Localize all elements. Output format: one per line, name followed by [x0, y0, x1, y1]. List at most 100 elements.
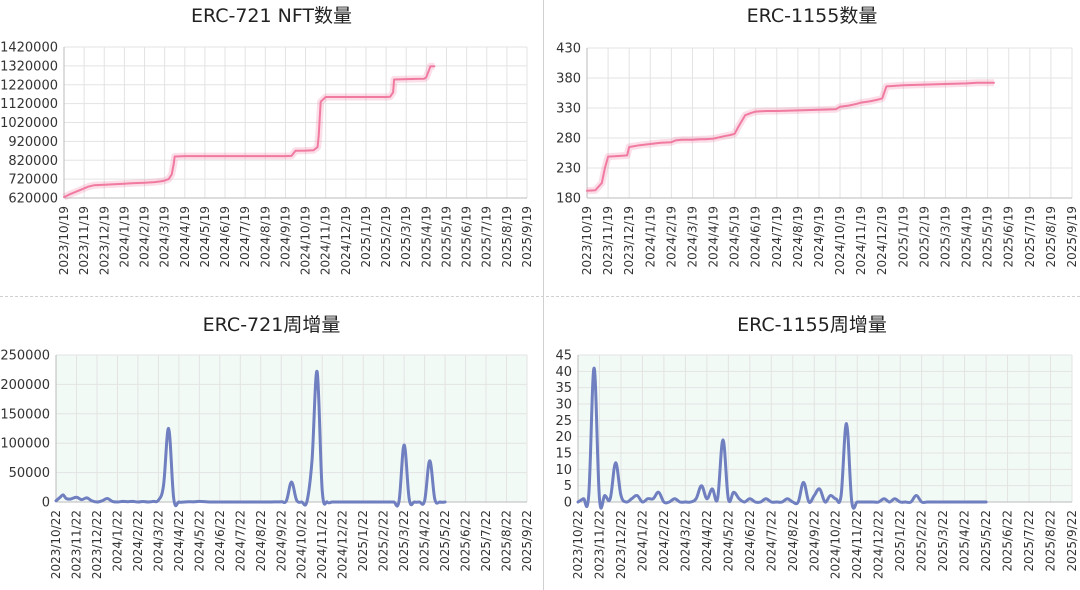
x-tick-label: 2025/4/22: [958, 510, 972, 572]
x-tick-label: 2024/12/22: [872, 510, 886, 579]
erc721-count-chart: ERC-721 NFT数量 1420000 1320000 1220000 112000…: [0, 5, 534, 275]
plot-area: [587, 48, 1072, 198]
series-line: [576, 366, 988, 510]
y-tick-label: 1320000: [0, 59, 58, 74]
x-tick-label: 2023/12/22: [614, 510, 628, 579]
x-tick-label: 2024/7/19: [770, 206, 784, 268]
x-tick-label: 2024/12/22: [336, 510, 350, 579]
x-tick-label: 2024/2/19: [664, 206, 678, 268]
x-tick-label: 2025/1/22: [356, 510, 370, 572]
x-tick-label: 2025/8/22: [500, 510, 514, 572]
x-tick-label: 2023/10/19: [57, 206, 71, 275]
x-tick-label: 2024/11/19: [319, 206, 333, 275]
x-tick-label: 2025/9/19: [520, 206, 534, 268]
y-tick-label: 230: [556, 162, 581, 177]
x-tick-label: 2023/11/22: [592, 510, 606, 579]
x-tick-label: 2023/12/22: [90, 510, 104, 579]
y-tick-label: 820000: [8, 154, 58, 169]
x-tick-label: 2025/7/22: [1022, 510, 1036, 572]
x-tick-label: 2025/2/19: [379, 206, 393, 268]
x-tick-label: 2025/8/19: [500, 206, 514, 268]
x-tick-label: 2024/3/19: [685, 206, 699, 268]
y-tick-label: 1120000: [0, 97, 58, 112]
horizontal-divider: [0, 296, 1080, 297]
x-tick-label: 2025/6/19: [460, 206, 474, 268]
y-tick-label: 45: [555, 349, 572, 364]
x-tick-label: 2024/10/22: [829, 510, 843, 579]
x-tick-label: 2024/8/19: [258, 206, 272, 268]
y-tick-label: 150000: [0, 407, 50, 422]
x-tick-label: 2024/8/22: [786, 510, 800, 572]
y-tick-label: 1220000: [0, 78, 58, 93]
x-tick-label: 2024/1/19: [643, 206, 657, 268]
x-tick-label: 2023/11/19: [77, 206, 91, 275]
x-tick-label: 2025/5/22: [438, 510, 452, 572]
x-tick-label: 2024/11/22: [315, 510, 329, 579]
x-tick-label: 2024/5/22: [721, 510, 735, 572]
y-tick-label: 430: [556, 42, 581, 57]
x-tick-label: 2024/4/22: [172, 510, 186, 572]
x-tick-label: 2024/8/19: [791, 206, 805, 268]
x-tick-label: 2023/10/22: [571, 510, 585, 579]
chart-title: ERC-1155周增量: [737, 314, 887, 336]
y-tick-label: 25: [555, 414, 572, 429]
chart-panel-erc1155-weekly: ERC-1155周增量 45 40 35 30 25 20 15 10 5 0 2023/10/22 2…: [544, 297, 1080, 590]
y-tick-label: 1020000: [0, 116, 58, 131]
x-tick-label: 2024/3/19: [158, 206, 172, 268]
x-tick-label: 2024/9/19: [812, 206, 826, 268]
x-tick-label: 2025/3/19: [399, 206, 413, 268]
x-tick-label: 2024/6/22: [743, 510, 757, 572]
y-tick-label: 5: [564, 479, 572, 494]
x-tick-label: 2024/4/19: [707, 206, 721, 268]
x-tick-label: 2024/12/19: [339, 206, 353, 275]
x-tick-label: 2025/5/22: [979, 510, 993, 572]
vertical-divider: [543, 0, 544, 590]
x-tick-label: 2025/4/19: [419, 206, 433, 268]
x-tick-label: 2024/1/22: [110, 510, 124, 572]
series-line: [54, 369, 447, 508]
chart-title: ERC-721 NFT数量: [191, 5, 352, 27]
x-tick-label: 2025/2/19: [917, 206, 931, 268]
chart-title: ERC-721周增量: [203, 314, 341, 336]
x-tick-label: 2025/4/22: [418, 510, 432, 572]
y-tick-label: 0: [564, 496, 572, 511]
y-tick-label: 15: [555, 447, 572, 462]
x-tick-label: 2023/12/19: [97, 206, 111, 275]
x-tick-label: 2024/11/22: [850, 510, 864, 579]
x-tick-label: 2024/7/22: [764, 510, 778, 572]
x-tick-label: 2025/9/22: [1065, 510, 1079, 572]
y-tick-label: 200000: [0, 378, 50, 393]
x-tick-label: 2025/2/22: [377, 510, 391, 572]
erc721-weekly-chart: ERC-721周增量 250000 200000 150000 100000 50000 0…: [0, 314, 534, 579]
x-tick-label: 2024/12/19: [875, 206, 889, 275]
x-tick-label: 2024/10/19: [833, 206, 847, 275]
x-tick-label: 2025/8/22: [1044, 510, 1058, 572]
y-tick-label: 40: [555, 365, 572, 380]
x-tick-label: 2024/6/19: [749, 206, 763, 268]
y-tick-label: 35: [555, 381, 572, 396]
x-tick-label: 2025/9/22: [520, 510, 534, 572]
x-tick-label: 2025/7/22: [479, 510, 493, 572]
x-tick-label: 2025/6/22: [459, 510, 473, 572]
x-tick-label: 2024/9/22: [807, 510, 821, 572]
x-tick-label: 2025/7/19: [1023, 206, 1037, 268]
x-tick-label: 2024/11/19: [854, 206, 868, 275]
x-tick-label: 2024/6/22: [213, 510, 227, 572]
y-tick-label: 10: [555, 463, 572, 478]
y-tick-label: 920000: [8, 135, 58, 150]
x-tick-label: 2025/7/19: [480, 206, 494, 268]
x-tick-label: 2024/6/19: [218, 206, 232, 268]
x-tick-label: 2025/1/22: [893, 510, 907, 572]
y-tick-label: 620000: [8, 192, 58, 207]
series-line: [586, 81, 995, 192]
x-tick-label: 2023/12/19: [622, 206, 636, 275]
y-tick-label: 720000: [8, 173, 58, 188]
chart-panel-erc1155-count: ERC-1155数量 430 380 330 280 230 180 2023/10/19 20…: [544, 0, 1080, 296]
x-tick-label: 2024/4/22: [700, 510, 714, 572]
x-tick-label: 2024/7/22: [233, 510, 247, 572]
y-tick-label: 1420000: [0, 41, 58, 56]
x-tick-label: 2024/3/22: [678, 510, 692, 572]
x-tick-label: 2024/1/22: [635, 510, 649, 572]
y-tick-label: 280: [556, 132, 581, 147]
